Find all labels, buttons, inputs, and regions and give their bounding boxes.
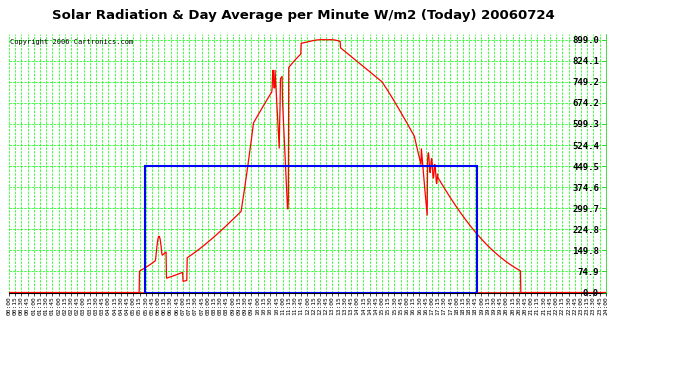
- Text: Copyright 2006 Cartronics.com: Copyright 2006 Cartronics.com: [10, 39, 133, 45]
- Bar: [145, 166, 477, 292]
- Text: Solar Radiation & Day Average per Minute W/m2 (Today) 20060724: Solar Radiation & Day Average per Minute…: [52, 9, 555, 22]
